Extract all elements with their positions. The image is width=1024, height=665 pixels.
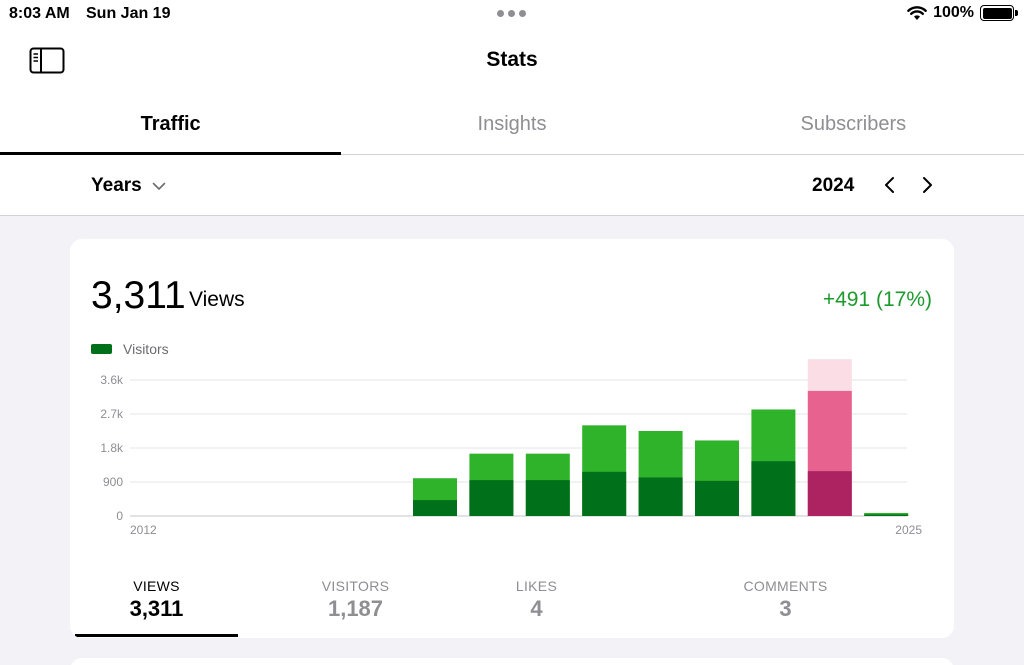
multitasking-dots-icon[interactable] xyxy=(497,10,526,17)
metric-views[interactable]: VIEWS 3,311 xyxy=(75,578,238,622)
bar-visitors xyxy=(695,480,739,516)
sidebar-toggle-icon[interactable] xyxy=(29,47,65,74)
y-tick-label: 2.7k xyxy=(100,407,124,421)
metric-label: VIEWS xyxy=(133,578,180,594)
x-tick-label: 2025 xyxy=(895,523,922,537)
bar-visitors xyxy=(525,480,570,516)
views-change: +491 (17%) xyxy=(822,288,932,311)
metric-likes[interactable]: LIKES 4 xyxy=(454,578,619,622)
bar-visitors xyxy=(807,471,852,516)
bar-visitors xyxy=(413,500,457,516)
battery-icon xyxy=(980,5,1018,21)
bar-visitors xyxy=(582,471,627,516)
x-tick-label: 2012 xyxy=(130,523,157,537)
metrics-row: VIEWS 3,311 VISITORS 1,187 LIKES 4 COMME… xyxy=(70,568,954,638)
chevron-left-icon[interactable] xyxy=(880,174,900,196)
bar-visitors xyxy=(469,480,514,516)
metric-selected-underline xyxy=(75,634,238,637)
views-card: 3,311 Views +491 (17%) Visitors 3.6k 2.7k… xyxy=(70,239,954,638)
y-tick-label: 900 xyxy=(103,475,123,489)
chevron-down-icon xyxy=(152,182,166,190)
y-tick-label: 3.6k xyxy=(100,373,124,387)
nav-bar: Stats xyxy=(0,28,1024,92)
y-tick-label: 0 xyxy=(116,509,123,523)
legend-swatch xyxy=(91,344,112,354)
metric-label: VISITORS xyxy=(321,578,390,594)
period-label: Years xyxy=(91,175,142,196)
metric-value: 4 xyxy=(530,596,543,621)
metric-value: 3 xyxy=(779,596,792,621)
chart-legend: Visitors xyxy=(91,341,169,357)
metric-value: 3,311 xyxy=(129,596,184,621)
status-date: Sun Jan 19 xyxy=(86,5,171,22)
y-tick-label: 1.8k xyxy=(100,441,124,455)
bar-visitors xyxy=(864,514,909,516)
tab-subscribers[interactable]: Subscribers xyxy=(800,113,907,135)
metric-label: LIKES xyxy=(515,578,558,594)
metric-label: COMMENTS xyxy=(743,578,828,594)
views-count: 3,311 xyxy=(91,274,186,317)
period-year: 2024 xyxy=(812,175,855,196)
page-title: Stats xyxy=(486,48,538,71)
bar-visitors xyxy=(638,477,683,516)
period-dropdown[interactable]: Years xyxy=(91,175,166,197)
status-right: 100% xyxy=(907,4,1018,22)
status-time: 8:03 AM xyxy=(9,5,70,22)
wifi-icon xyxy=(907,5,927,20)
tab-bar: Traffic Insights Subscribers xyxy=(0,92,1024,155)
battery-percent: 100% xyxy=(933,4,974,21)
tab-insights[interactable]: Insights xyxy=(477,113,547,135)
next-card xyxy=(70,658,954,665)
metric-visitors[interactable]: VISITORS 1,187 xyxy=(273,578,438,622)
legend-label: Visitors xyxy=(123,341,169,357)
status-bar: 8:03 AM Sun Jan 19 100% xyxy=(0,0,1024,28)
bar-visitors xyxy=(751,461,796,516)
metric-value: 1,187 xyxy=(327,596,384,621)
period-bar: Years 2024 xyxy=(0,155,1024,216)
metric-comments[interactable]: COMMENTS 3 xyxy=(703,578,868,622)
chevron-right-icon[interactable] xyxy=(917,174,937,196)
views-chart[interactable]: 3.6k 2.7k 1.8k 900 0 2012 2025 xyxy=(70,239,954,549)
views-label: Views xyxy=(189,288,245,311)
tab-traffic[interactable]: Traffic xyxy=(0,92,342,155)
